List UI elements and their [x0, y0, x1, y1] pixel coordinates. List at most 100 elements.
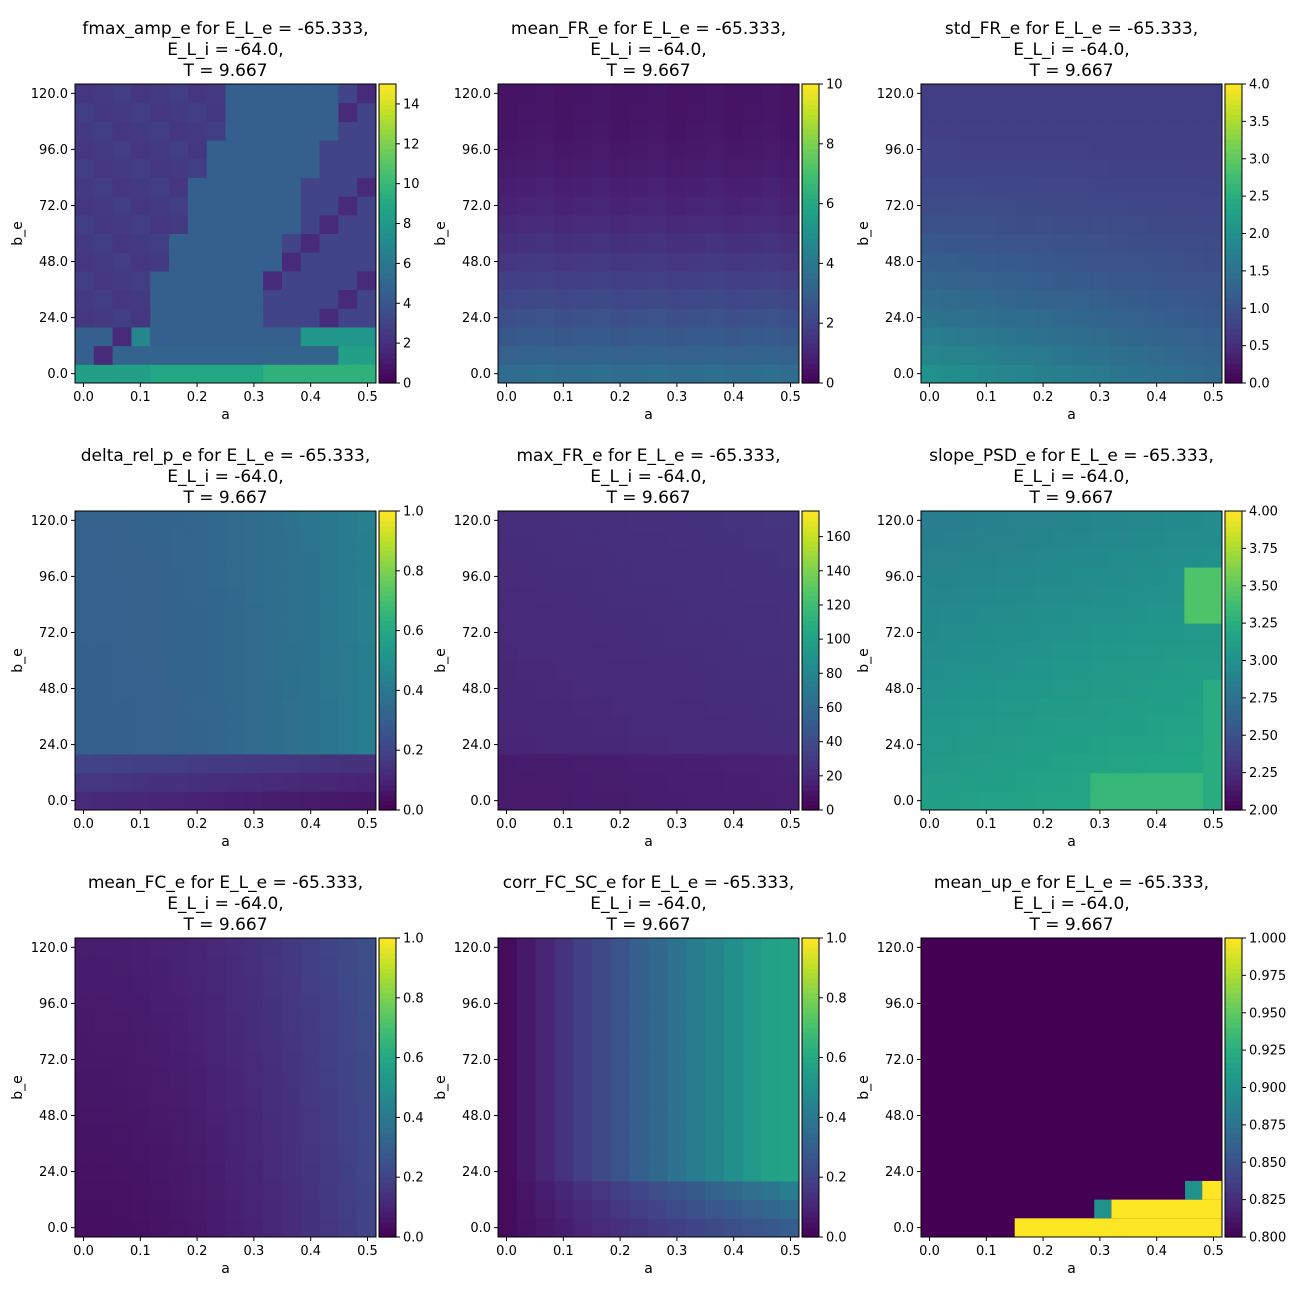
heatmap-cell: [780, 791, 800, 811]
colorbar-segment: [379, 1132, 396, 1138]
heatmap-cell: [723, 196, 744, 216]
heatmap-cell: [244, 1180, 264, 1201]
colorbar-segment: [802, 620, 819, 627]
heatmap-cell: [263, 158, 283, 178]
x-tick-label: 0.0: [919, 390, 940, 405]
heatmap-cell: [780, 1124, 800, 1145]
colorbar-segment: [802, 1062, 819, 1069]
heatmap-cell: [1109, 308, 1129, 328]
heatmap-cell: [225, 735, 245, 755]
heatmap-cell: [263, 308, 283, 328]
heatmap-cell: [75, 1087, 95, 1107]
heatmap-cell: [977, 585, 997, 605]
heatmap-cell: [939, 735, 960, 755]
heatmap-cell: [75, 735, 95, 755]
heatmap-cell: [112, 585, 132, 605]
colorbar-segment: [802, 258, 819, 264]
heatmap-cell: [112, 345, 132, 365]
colorbar-segment: [379, 770, 396, 776]
heatmap-cell: [686, 158, 706, 178]
heatmap-cell: [535, 1050, 555, 1070]
x-tick-label: 0.3: [667, 390, 688, 405]
heatmap-panel: max_FR_e for E_L_e = -65.333,E_L_i = -64…: [433, 446, 851, 850]
heatmap-cell: [169, 1124, 189, 1145]
heatmap-cell: [1127, 753, 1148, 774]
heatmap-cell: [554, 1143, 574, 1163]
heatmap-cell: [187, 270, 208, 291]
heatmap-cell: [704, 1087, 725, 1107]
heatmap-cell: [610, 1162, 631, 1182]
heatmap-cell: [535, 697, 555, 718]
colorbar-tick-label: 0.2: [403, 1171, 424, 1186]
heatmap-cell: [1033, 567, 1054, 587]
heatmap-cell: [958, 679, 978, 699]
heatmap-cell: [648, 679, 668, 699]
colorbar-segment: [802, 1102, 819, 1109]
heatmap-cell: [75, 975, 95, 995]
heatmap-cell: [554, 1012, 574, 1032]
colorbar-segment: [1225, 540, 1242, 547]
colorbar-tick-label: 2: [826, 317, 834, 332]
colorbar-segment: [802, 735, 819, 741]
colorbar-segment: [1225, 700, 1242, 706]
y-tick-label: 48.0: [39, 1109, 68, 1124]
heatmap-cell: [498, 975, 518, 995]
colorbar-tick-label: 120: [826, 598, 851, 613]
colorbar-segment: [1225, 88, 1242, 95]
heatmap-cell: [742, 1068, 762, 1088]
heatmap-cell: [704, 623, 725, 643]
heatmap-cell: [667, 1180, 687, 1201]
heatmap-cell: [319, 84, 339, 104]
heatmap-cell: [206, 1012, 226, 1032]
heatmap-cell: [704, 308, 725, 328]
heatmap-cell: [977, 196, 997, 216]
heatmap-cell: [169, 1162, 189, 1182]
heatmap-cell: [131, 604, 151, 624]
heatmap-cell: [516, 1124, 537, 1145]
heatmap-cell: [996, 84, 1016, 104]
heatmap-cell: [516, 791, 537, 811]
colorbar-segment: [1225, 1002, 1242, 1009]
colorbar-segment: [379, 740, 396, 746]
x-tick-label: 0.4: [723, 817, 744, 832]
heatmap-cell: [610, 1124, 631, 1145]
colorbar-segment: [802, 318, 819, 324]
heatmap-cell: [610, 1050, 631, 1070]
heatmap-cell: [1127, 604, 1148, 624]
heatmap-cell: [648, 956, 668, 976]
heatmap-cell: [150, 1031, 170, 1051]
heatmap-cell: [1146, 214, 1167, 234]
x-tick-label: 0.2: [187, 390, 208, 405]
heatmap-cell: [958, 529, 978, 549]
colorbar-segment: [1225, 1112, 1242, 1118]
colorbar-segment: [379, 760, 396, 766]
colorbar-segment: [1225, 188, 1242, 195]
heatmap-cell: [610, 548, 631, 568]
colorbar-segment: [1225, 560, 1242, 567]
heatmap-cell: [742, 660, 762, 680]
colorbar-segment: [802, 88, 819, 95]
heatmap-cell: [780, 956, 800, 976]
heatmap-cell: [516, 994, 537, 1014]
heatmap-cell: [300, 121, 321, 141]
heatmap-cell: [498, 548, 518, 568]
colorbar-segment: [1225, 193, 1242, 200]
heatmap-cell: [535, 772, 555, 792]
heatmap-cell: [1071, 791, 1091, 811]
colorbar-segment: [1225, 555, 1242, 562]
heatmap-cell: [187, 1068, 208, 1088]
heatmap-cell: [131, 511, 151, 531]
heatmap-cell: [300, 975, 321, 995]
heatmap-cell: [939, 214, 960, 234]
heatmap-cell: [498, 252, 518, 272]
colorbar-segment: [1225, 525, 1242, 532]
heatmap-cell: [516, 1050, 537, 1070]
heatmap-cell: [1071, 233, 1091, 253]
heatmap-cell: [723, 1180, 744, 1201]
heatmap-cell: [206, 567, 226, 587]
heatmap-cell: [150, 158, 170, 178]
heatmap-cell: [319, 567, 339, 587]
heatmap-cell: [319, 585, 339, 605]
colorbar-segment: [379, 293, 396, 299]
panel-title: T = 9.667: [1028, 61, 1113, 81]
